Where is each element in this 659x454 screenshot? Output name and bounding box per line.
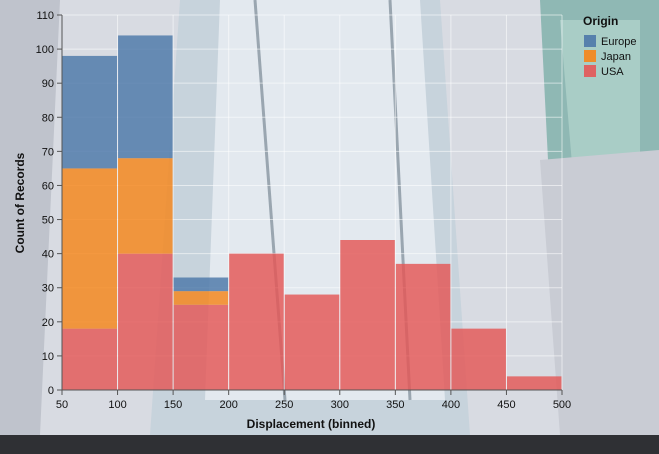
y-tick-label: 60 (42, 180, 54, 192)
bar-usa-350 (395, 263, 451, 390)
legend-label-japan: Japan (601, 51, 631, 63)
legend: Origin Europe Japan USA (583, 14, 636, 78)
y-tick-label: 50 (42, 215, 54, 227)
legend-label-europe: Europe (601, 36, 636, 48)
y-tick-label: 30 (42, 283, 54, 295)
x-tick-label: 400 (442, 399, 460, 411)
bar-usa-200 (229, 253, 284, 390)
legend-title: Origin (583, 14, 618, 28)
bar-europe-50 (62, 55, 118, 169)
y-tick-label: 10 (42, 351, 54, 363)
y-tick-label: 20 (42, 317, 54, 329)
legend-label-usa: USA (601, 66, 624, 78)
bar-japan-150 (173, 291, 229, 305)
y-tick-label: 90 (42, 78, 54, 90)
x-tick-label: 350 (386, 399, 404, 411)
bar-usa-250 (284, 294, 340, 390)
bar-usa-100 (118, 253, 173, 390)
x-tick-label: 450 (497, 399, 515, 411)
x-tick-label: 50 (56, 399, 68, 411)
bar-usa-450 (506, 376, 562, 390)
bar-japan-50 (62, 168, 118, 329)
y-tick-label: 40 (42, 249, 54, 261)
bar-europe-150 (173, 277, 229, 292)
bar-usa-400 (451, 328, 506, 390)
bar-usa-300 (340, 240, 395, 390)
bar-usa-50 (62, 328, 118, 390)
x-tick-label: 150 (164, 399, 182, 411)
x-tick-label: 100 (108, 399, 126, 411)
bar-japan-100 (118, 158, 173, 254)
x-tick-label: 300 (331, 399, 349, 411)
legend-swatch-europe (584, 35, 596, 47)
bar-europe-100 (118, 35, 173, 159)
y-tick-label: 70 (42, 146, 54, 158)
x-tick-label: 500 (553, 399, 571, 411)
legend-swatch-usa (584, 65, 596, 77)
x-axis-ticks: 50 100 150 200 250 300 350 400 450 500 (56, 390, 571, 411)
bar-usa-150 (173, 304, 229, 390)
x-axis-title: Displacement (binned) (247, 417, 376, 431)
y-tick-label: 0 (48, 385, 54, 397)
x-tick-label: 250 (275, 399, 293, 411)
bars-layer (62, 35, 562, 390)
axes: 50 100 150 200 250 300 350 400 450 500 0 10 20 30 40 5… (36, 10, 572, 411)
y-axis-title: Count of Records (13, 152, 27, 253)
y-tick-label: 80 (42, 112, 54, 124)
legend-swatch-japan (584, 50, 596, 62)
y-axis-ticks: 0 10 20 30 40 50 60 70 80 90 100 110 (36, 10, 62, 397)
y-tick-label: 100 (36, 44, 54, 56)
x-tick-label: 200 (219, 399, 237, 411)
y-tick-label: 110 (36, 10, 54, 22)
